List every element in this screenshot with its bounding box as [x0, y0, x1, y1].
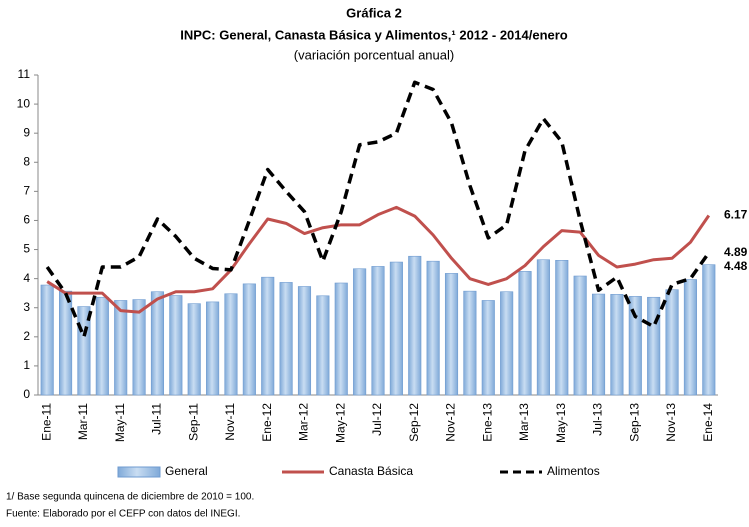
x-tick-label: Nov-11 [223, 403, 237, 441]
bar [518, 271, 532, 396]
bar [279, 282, 293, 396]
y-tick-label: 11 [18, 67, 31, 81]
x-tick-label: Ene-13 [480, 403, 494, 442]
bar [297, 286, 312, 396]
footnote: 1/ Base segunda quincena de diciembre de… [6, 492, 254, 503]
x-tick-label: Jul-12 [370, 403, 384, 436]
bar [40, 284, 54, 396]
bar [114, 300, 128, 396]
x-tick-label: Sep-12 [407, 403, 421, 442]
x-tick-label: Jul-11 [150, 403, 164, 435]
bar [59, 290, 73, 396]
bar [132, 299, 146, 396]
y-tick-label: 7 [23, 184, 30, 198]
data-label: 4.89 [724, 245, 748, 259]
bar [206, 301, 220, 396]
bar [371, 266, 385, 396]
legend-label: Canasta Básica [329, 464, 413, 478]
bar [628, 296, 642, 396]
chart-subtitle: INPC: General, Canasta Básica y Alimento… [180, 27, 568, 42]
legend-label: General [165, 464, 208, 478]
x-tick-label: May-13 [554, 403, 568, 443]
chart-title: Gráfica 2 [346, 5, 402, 20]
bar [224, 293, 238, 396]
bar [316, 295, 330, 396]
y-tick-label: 0 [23, 387, 30, 401]
legend-label: Alimentos [547, 464, 600, 478]
bar [647, 296, 661, 396]
bar [444, 273, 459, 396]
y-tick-label: 5 [23, 242, 30, 256]
bar [169, 295, 183, 396]
x-tick-label: Ene-14 [701, 403, 715, 442]
bar [610, 294, 624, 396]
bar [702, 264, 716, 396]
y-tick-label: 1 [23, 358, 30, 372]
bar [261, 276, 275, 396]
bar [242, 283, 256, 396]
bar [334, 282, 348, 396]
bar [683, 279, 697, 396]
x-tick-label: Ene-11 [39, 403, 53, 441]
data-label: 6.17 [724, 208, 748, 222]
line-series [45, 80, 711, 339]
x-tick-label: Mar-12 [297, 403, 311, 441]
x-tick-label: Sep-11 [186, 403, 200, 441]
bar [665, 289, 679, 396]
bar [150, 291, 165, 396]
chart-subtitle-2: (variación porcentual anual) [294, 47, 454, 62]
bar [426, 260, 440, 396]
bar [187, 303, 201, 396]
y-tick-label: 6 [23, 213, 30, 227]
bar [555, 260, 569, 396]
y-tick-label: 10 [17, 96, 31, 110]
y-tick-label: 4 [23, 271, 30, 285]
x-tick-label: May-12 [333, 403, 347, 443]
x-tick-label: May-11 [113, 403, 127, 442]
bar [95, 296, 109, 396]
data-label: 4.48 [724, 259, 748, 273]
x-tick-label: Mar-11 [76, 403, 90, 440]
source-note: Fuente: Elaborado por el CEFP con datos … [6, 509, 240, 520]
line-series [46, 205, 711, 314]
y-tick-label: 8 [23, 154, 30, 168]
x-tick-label: Mar-13 [517, 403, 531, 441]
bar [573, 275, 587, 396]
bar [408, 255, 422, 396]
bar [591, 293, 606, 396]
bar [536, 259, 550, 396]
bar [500, 291, 514, 396]
bar [481, 300, 495, 396]
bar [353, 268, 367, 396]
x-tick-label: Ene-12 [260, 403, 274, 442]
y-tick-label: 3 [23, 300, 30, 314]
x-tick-label: Jul-13 [591, 403, 605, 436]
y-tick-label: 2 [23, 329, 30, 343]
legend-swatch [117, 466, 161, 478]
x-tick-label: Sep-13 [627, 403, 641, 442]
y-tick-label: 9 [23, 125, 30, 139]
x-tick-label: Nov-12 [444, 403, 458, 442]
bar [463, 290, 477, 396]
x-tick-label: Nov-13 [664, 403, 678, 442]
bar [389, 261, 403, 396]
